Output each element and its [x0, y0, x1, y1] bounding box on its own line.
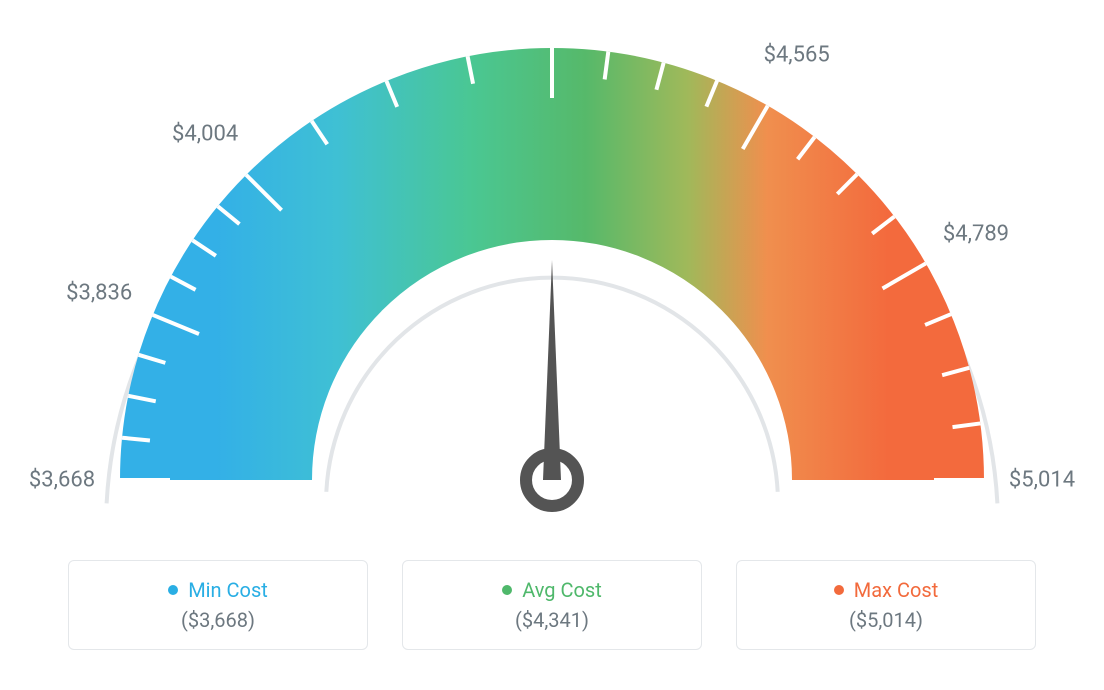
dot-icon [834, 585, 844, 595]
dot-icon [168, 585, 178, 595]
gauge-svg [0, 0, 1104, 560]
legend-row: Min Cost ($3,668) Avg Cost ($4,341) Max … [0, 560, 1104, 650]
max-cost-value: ($5,014) [849, 608, 923, 632]
min-cost-title: Min Cost [188, 578, 268, 602]
cost-gauge: $3,668 $3,836 $4,004 $4,341 $4,565 $4,789 $5,0… [0, 0, 1104, 560]
dot-icon [502, 585, 512, 595]
gauge-tick-label: $4,565 [764, 43, 830, 68]
gauge-tick-label: $4,789 [943, 222, 1009, 247]
gauge-tick-label: $5,014 [1009, 468, 1075, 493]
gauge-tick-label: $3,668 [29, 468, 95, 493]
gauge-tick-label: $4,004 [172, 121, 238, 146]
avg-cost-card: Avg Cost ($4,341) [402, 560, 702, 650]
min-cost-card: Min Cost ($3,668) [68, 560, 368, 650]
max-cost-title: Max Cost [854, 578, 939, 602]
max-cost-card: Max Cost ($5,014) [736, 560, 1036, 650]
gauge-tick-label: $4,341 [519, 0, 585, 3]
avg-cost-title: Avg Cost [522, 578, 602, 602]
min-cost-value: ($3,668) [181, 608, 255, 632]
avg-cost-value: ($4,341) [515, 608, 589, 632]
gauge-tick-label: $3,836 [66, 280, 132, 305]
